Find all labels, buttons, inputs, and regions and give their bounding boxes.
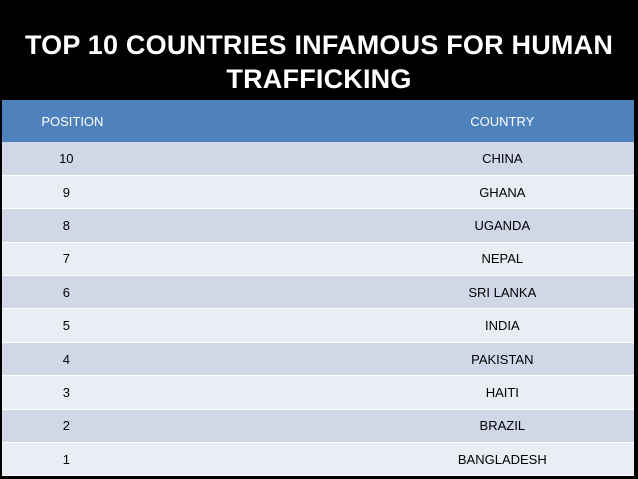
country-cell: BRAZIL xyxy=(330,409,634,444)
table-row: 1 BANGLADESH xyxy=(2,442,634,477)
country-cell: UGANDA xyxy=(330,208,634,243)
country-cell: GHANA xyxy=(330,175,634,210)
country-cell: CHINA xyxy=(330,142,634,176)
table-row: 6 SRI LANKA xyxy=(2,275,634,310)
table-row: 3 HAITI xyxy=(2,375,634,410)
table-row: 9 GHANA xyxy=(2,175,634,210)
position-cell: 4 xyxy=(2,342,331,377)
country-cell: SRI LANKA xyxy=(330,275,634,310)
table-row: 7 NEPAL xyxy=(2,242,634,277)
position-cell: 6 xyxy=(2,275,331,310)
table-row: 8 UGANDA xyxy=(2,208,634,243)
position-cell: 7 xyxy=(2,242,331,277)
country-cell: NEPAL xyxy=(330,242,634,277)
position-cell: 5 xyxy=(2,308,331,343)
country-cell: PAKISTAN xyxy=(330,342,634,377)
table-header-row: POSITION COUNTRY xyxy=(2,100,634,142)
position-cell: 3 xyxy=(2,375,331,410)
table-row: 10 CHINA xyxy=(2,142,634,176)
table-row: 2 BRAZIL xyxy=(2,409,634,444)
table-row: 5 INDIA xyxy=(2,308,634,343)
country-cell: INDIA xyxy=(330,308,634,343)
position-cell: 1 xyxy=(2,442,331,477)
slide-title: TOP 10 COUNTRIES INFAMOUS FOR HUMAN TRAF… xyxy=(24,30,614,94)
column-header-country: COUNTRY xyxy=(330,100,634,142)
country-cell: HAITI xyxy=(330,375,634,410)
position-cell: 10 xyxy=(2,142,331,176)
country-cell: BANGLADESH xyxy=(330,442,634,477)
position-cell: 2 xyxy=(2,409,331,444)
position-cell: 9 xyxy=(2,175,331,210)
position-cell: 8 xyxy=(2,208,331,243)
table-row: 4 PAKISTAN xyxy=(2,342,634,377)
column-header-position: POSITION xyxy=(2,100,331,142)
ranking-table: POSITION COUNTRY 10 CHINA 9 GHANA 8 UGAN… xyxy=(2,100,634,477)
